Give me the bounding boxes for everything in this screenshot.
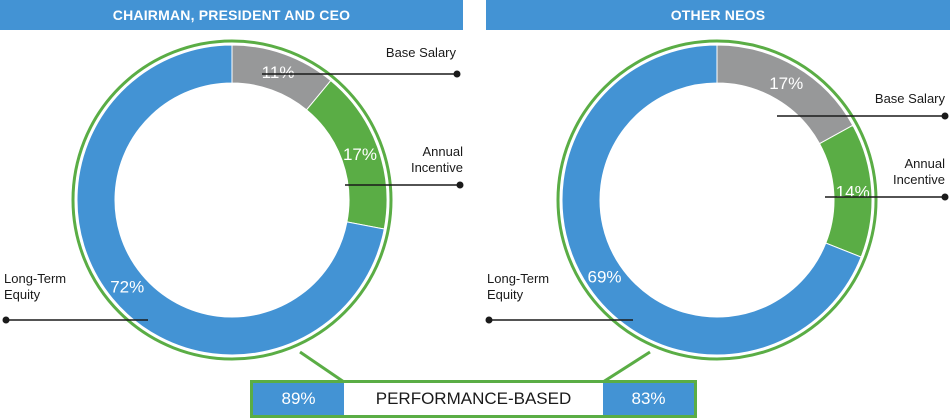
callout-dot-neos-annual-incentive	[941, 193, 949, 201]
callout-label-ceo-long-term-equity: Long-Term	[4, 271, 66, 286]
chart-title-other-neos: OTHER NEOS	[486, 0, 950, 30]
slice-neos-base-salary	[716, 44, 854, 145]
performance-based-neos-value: 83%	[603, 380, 697, 418]
donut-outline-ceo	[71, 39, 393, 361]
callout-dot-ceo-long-term-equity	[2, 316, 10, 324]
callout-label-ceo-annual-incentive: Annual	[423, 144, 464, 159]
callout-dot-ceo-base-salary	[453, 70, 461, 78]
callout-label-neos-annual-incentive: Incentive	[893, 172, 945, 187]
callout-label-neos-long-term-equity: Equity	[487, 287, 524, 302]
callout-label-neos-annual-incentive: Annual	[905, 156, 946, 171]
slice-label-neos-long-term-equity: 69%	[588, 267, 622, 286]
connector-neos	[603, 350, 651, 380]
performance-based-label: PERFORMANCE-BASED	[344, 380, 603, 418]
callout-dot-neos-base-salary	[941, 112, 949, 120]
slice-ceo-long-term-equity	[76, 44, 385, 356]
slice-label-neos-annual-incentive: 14%	[836, 182, 870, 201]
callout-label-ceo-long-term-equity: Equity	[4, 287, 41, 302]
callout-label-ceo-base-salary: Base Salary	[386, 45, 457, 60]
callout-dot-neos-long-term-equity	[485, 316, 493, 324]
callout-label-neos-long-term-equity: Long-Term	[487, 271, 549, 286]
callout-dot-ceo-annual-incentive	[456, 181, 464, 189]
slice-neos-long-term-equity	[561, 44, 862, 356]
slice-label-ceo-annual-incentive: 17%	[343, 145, 377, 164]
callout-label-neos-base-salary: Base Salary	[875, 91, 946, 106]
callout-label-ceo-annual-incentive: Incentive	[411, 160, 463, 175]
donut-charts: 11%17%72%Base SalaryAnnualIncentiveLong-…	[2, 39, 949, 380]
slice-label-ceo-base-salary: 11%	[262, 63, 295, 82]
donut-outline-neos	[556, 39, 878, 361]
connector-ceo	[299, 350, 344, 380]
slice-label-ceo-long-term-equity: 72%	[110, 278, 144, 297]
performance-based-ceo-value: 89%	[250, 380, 344, 418]
chart-title-ceo: CHAIRMAN, PRESIDENT AND CEO	[0, 0, 463, 30]
slice-label-neos-base-salary: 17%	[769, 74, 803, 93]
